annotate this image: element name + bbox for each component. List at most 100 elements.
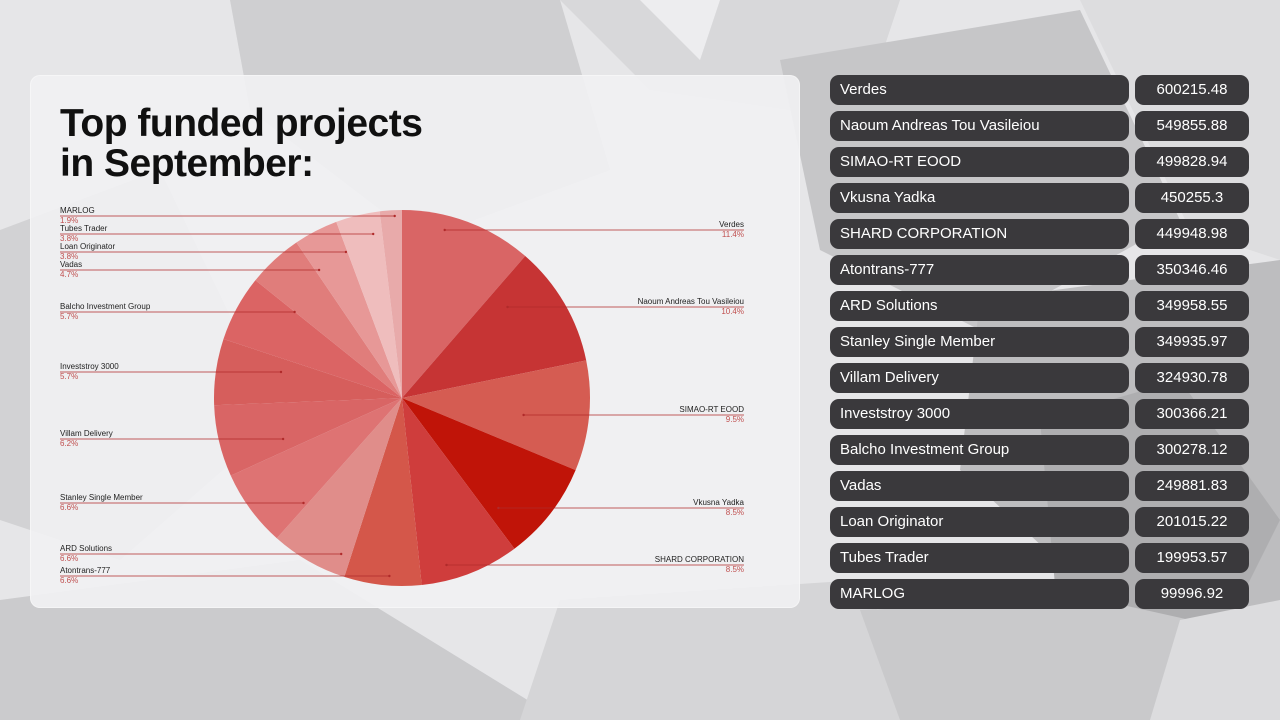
table-row: Verdes 600215.48 [830, 75, 1249, 105]
leader-dot-loan-originator [344, 250, 348, 254]
slice-label-shard-corporation: SHARD CORPORATION [655, 555, 744, 564]
table-row: SIMAO-RT EOOD 499828.94 [830, 147, 1249, 177]
pie-slice-marlog [379, 210, 402, 398]
slice-label-naoum-andreas-tou-vasileiou: Naoum Andreas Tou Vasileiou [638, 297, 744, 306]
pie-slice-vkusna-yadka [402, 398, 576, 549]
project-name-cell: Atontrans-777 [830, 255, 1129, 285]
slice-percent-loan-originator: 3.8% [60, 252, 78, 261]
pie-slice-villam-delivery [214, 398, 402, 476]
project-value-cell: 499828.94 [1135, 147, 1249, 177]
project-value-cell: 349935.97 [1135, 327, 1249, 357]
project-value-cell: 300366.21 [1135, 399, 1249, 429]
slice-label-villam-delivery: Villam Delivery [60, 429, 113, 438]
leader-dot-ard-solutions [340, 552, 343, 556]
leader-dot-verdes [443, 228, 446, 232]
leader-dot-stanley-single-member [302, 501, 305, 505]
project-value-cell: 350346.46 [1135, 255, 1249, 285]
leader-dot-marlog [393, 214, 396, 218]
leader-dot-simao-rt-eood [522, 413, 525, 417]
pie-slice-shard-corporation [402, 398, 515, 585]
pie-slice-tubes-trader [336, 211, 402, 398]
slice-percent-stanley-single-member: 6.6% [60, 503, 78, 512]
page-title-line-1: Top funded projects [60, 102, 423, 145]
pie-slice-vadas [255, 242, 402, 398]
project-name-cell: Villam Delivery [830, 363, 1129, 393]
slice-label-vadas: Vadas [60, 260, 82, 269]
slice-percent-vadas: 4.7% [60, 270, 78, 279]
slice-label-loan-originator: Loan Originator [60, 242, 115, 251]
table-row: Vkusna Yadka 450255.3 [830, 183, 1249, 213]
project-value-cell: 600215.48 [1135, 75, 1249, 105]
project-name-cell: Investstroy 3000 [830, 399, 1129, 429]
slice-percent-investstroy-3000: 5.7% [60, 372, 78, 381]
pie-slice-atontrans-777 [344, 398, 422, 586]
project-value-cell: 249881.83 [1135, 471, 1249, 501]
slice-percent-balcho-investment-group: 5.7% [60, 312, 78, 321]
slice-percent-ard-solutions: 6.6% [60, 554, 78, 563]
leader-dot-vkusna-yadka [497, 506, 500, 510]
slice-label-vkusna-yadka: Vkusna Yadka [693, 498, 744, 507]
leader-dot-naoum-andreas-tou-vasileiou [506, 305, 509, 309]
leader-dot-atontrans-777 [388, 574, 391, 578]
project-value-cell: 199953.57 [1135, 543, 1249, 573]
table-row: Balcho Investment Group 300278.12 [830, 435, 1249, 465]
project-name-cell: MARLOG [830, 579, 1129, 609]
project-name-cell: ARD Solutions [830, 291, 1129, 321]
slice-label-verdes: Verdes [719, 220, 744, 229]
project-name-cell: Tubes Trader [830, 543, 1129, 573]
slice-label-investstroy-3000: Investstroy 3000 [60, 362, 119, 371]
slice-percent-naoum-andreas-tou-vasileiou: 10.4% [721, 307, 744, 316]
slice-label-marlog: MARLOG [60, 206, 95, 215]
table-row: Villam Delivery 324930.78 [830, 363, 1249, 393]
slice-label-balcho-investment-group: Balcho Investment Group [60, 302, 151, 311]
project-name-cell: Loan Originator [830, 507, 1129, 537]
project-value-cell: 449948.98 [1135, 219, 1249, 249]
slice-label-simao-rt-eood: SIMAO-RT EOOD [679, 405, 744, 414]
pie-slice-simao-rt-eood [402, 360, 590, 471]
slice-percent-atontrans-777: 6.6% [60, 576, 78, 585]
table-row: MARLOG 99996.92 [830, 579, 1249, 609]
project-value-cell: 300278.12 [1135, 435, 1249, 465]
page-title: Top funded projects in September: [60, 104, 520, 184]
leader-dot-investstroy-3000 [279, 370, 283, 374]
pie-slice-ard-solutions [276, 398, 402, 577]
project-value-cell: 99996.92 [1135, 579, 1249, 609]
pie-slice-investstroy-3000 [214, 339, 402, 406]
table-row: SHARD CORPORATION 449948.98 [830, 219, 1249, 249]
leader-dot-shard-corporation [445, 563, 448, 567]
pie-slice-loan-originator [296, 221, 402, 398]
table-row: Stanley Single Member 349935.97 [830, 327, 1249, 357]
leader-dot-tubes-trader [372, 232, 375, 236]
project-name-cell: Stanley Single Member [830, 327, 1129, 357]
slice-percent-verdes: 11.4% [722, 230, 744, 239]
project-name-cell: Verdes [830, 75, 1129, 105]
slice-percent-vkusna-yadka: 8.5% [726, 508, 744, 517]
slice-percent-marlog: 1.9% [60, 216, 78, 225]
project-name-cell: Vkusna Yadka [830, 183, 1129, 213]
table-row: ARD Solutions 349958.55 [830, 291, 1249, 321]
leader-dot-villam-delivery [281, 437, 285, 441]
leader-dot-vadas [317, 268, 321, 272]
project-value-cell: 549855.88 [1135, 111, 1249, 141]
table-row: Investstroy 3000 300366.21 [830, 399, 1249, 429]
project-name-cell: Naoum Andreas Tou Vasileiou [830, 111, 1129, 141]
project-name-cell: SIMAO-RT EOOD [830, 147, 1129, 177]
slice-label-ard-solutions: ARD Solutions [60, 544, 112, 553]
slice-percent-villam-delivery: 6.2% [60, 439, 78, 448]
pie-slice-naoum-andreas-tou-vasileiou [402, 256, 587, 398]
project-name-cell: Balcho Investment Group [830, 435, 1129, 465]
table-row: Atontrans-777 350346.46 [830, 255, 1249, 285]
project-value-cell: 324930.78 [1135, 363, 1249, 393]
table-row: Loan Originator 201015.22 [830, 507, 1249, 537]
table-row: Vadas 249881.83 [830, 471, 1249, 501]
slice-label-stanley-single-member: Stanley Single Member [60, 493, 143, 502]
project-name-cell: SHARD CORPORATION [830, 219, 1129, 249]
project-value-cell: 450255.3 [1135, 183, 1249, 213]
table-row: Naoum Andreas Tou Vasileiou 549855.88 [830, 111, 1249, 141]
slice-label-tubes-trader: Tubes Trader [60, 224, 108, 233]
slice-percent-simao-rt-eood: 9.5% [726, 415, 744, 424]
project-value-cell: 349958.55 [1135, 291, 1249, 321]
slice-percent-tubes-trader: 3.8% [60, 234, 78, 243]
pie-slice-verdes [402, 210, 526, 398]
